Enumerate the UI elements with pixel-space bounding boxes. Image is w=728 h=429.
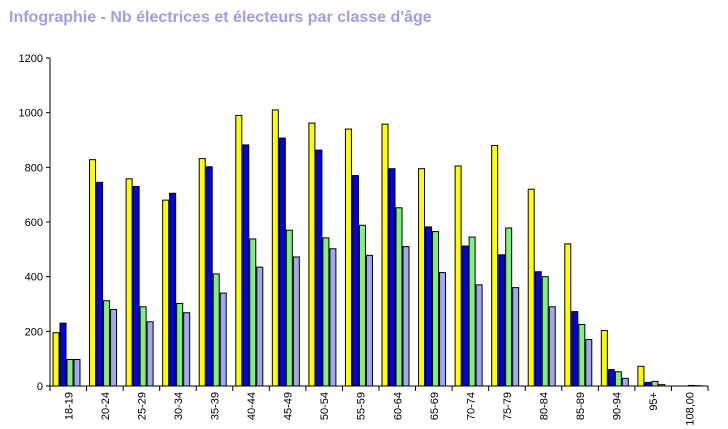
x-tick-label: 70-74 [465, 392, 477, 420]
bar-95+-series-3 [651, 380, 659, 387]
bar-95+-series-1 [637, 365, 645, 387]
bar-90-94-series-3 [614, 371, 622, 387]
bar-70-74-series-2 [461, 245, 469, 387]
bar-20-24-series-2 [96, 181, 104, 387]
bar-65-69-series-4 [439, 272, 447, 387]
y-tick-label: 0 [37, 381, 43, 393]
bar-80-84-series-4 [548, 306, 556, 387]
bar-50-54-series-1 [308, 122, 316, 387]
bar-80-84-series-3 [541, 276, 549, 387]
bar-18-19-series-3 [66, 358, 74, 387]
bars-layer [52, 109, 702, 387]
bar-85-89-series-4 [585, 339, 593, 387]
bar-45-49-series-1 [271, 109, 279, 387]
bar-90-94-series-1 [600, 330, 608, 387]
bar-40-44-series-1 [235, 114, 243, 387]
x-tick-label: 20-24 [100, 392, 112, 420]
bar-18-19-series-1 [52, 332, 60, 387]
x-tick-label: 40-44 [246, 392, 258, 420]
bar-60-64-series-1 [381, 123, 389, 387]
bar-75-79-series-3 [505, 227, 513, 387]
bar-35-39-series-4 [219, 292, 227, 387]
bar-45-49-series-4 [292, 256, 300, 387]
x-tick-label: 50-54 [319, 392, 331, 420]
bar-20-24-series-3 [103, 300, 111, 387]
bar-30-34-series-3 [176, 302, 184, 387]
bar-40-44-series-4 [256, 266, 264, 387]
bar-40-44-series-2 [242, 144, 250, 387]
bar-45-49-series-3 [285, 229, 293, 387]
y-tick-label: 600 [25, 217, 43, 229]
bar-25-29-series-2 [132, 185, 140, 387]
bar-30-34-series-1 [162, 199, 170, 387]
bar-50-54-series-2 [315, 149, 323, 387]
bar-85-89-series-1 [564, 243, 572, 387]
bar-45-49-series-2 [278, 137, 286, 387]
bar-50-54-series-3 [322, 237, 330, 387]
bar-18-19-series-2 [59, 322, 67, 387]
axes-layer [46, 57, 709, 391]
bar-55-59-series-4 [365, 254, 373, 387]
bar-75-79-series-1 [491, 144, 499, 387]
x-tick-label: 85-89 [575, 392, 587, 420]
bar-60-64-series-4 [402, 246, 410, 387]
y-tick-label: 200 [25, 326, 43, 338]
bar-50-54-series-4 [329, 248, 337, 387]
bar-95+-series-2 [644, 381, 652, 387]
x-tick-label: 65-69 [429, 392, 441, 420]
y-tick-label: 1000 [19, 108, 43, 120]
bar-85-89-series-2 [571, 311, 579, 387]
y-tick-label: 800 [25, 162, 43, 174]
bar-65-69-series-1 [418, 168, 426, 387]
bar-90-94-series-2 [607, 369, 615, 387]
bar-40-44-series-3 [249, 238, 257, 387]
bar-18-19-series-4 [73, 358, 81, 387]
bar-55-59-series-1 [344, 128, 352, 387]
bar-30-34-series-4 [183, 312, 191, 387]
bar-55-59-series-2 [351, 175, 359, 387]
y-tick-label: 1200 [19, 53, 43, 65]
x-tick-label: 95+ [648, 392, 660, 411]
bar-20-24-series-4 [110, 308, 118, 387]
x-tick-label: 60-64 [392, 392, 404, 420]
x-tick-label: 25-29 [136, 392, 148, 420]
bar-25-29-series-4 [146, 321, 154, 387]
labels-layer: 0 200 400 600 800 1000 1200 18-19 20-24 25-29 30-3… [19, 53, 697, 426]
bar-35-39-series-3 [212, 273, 220, 387]
x-tick-label: 45-49 [283, 392, 295, 420]
bar-80-84-series-1 [527, 188, 535, 387]
bar-30-34-series-2 [169, 192, 177, 387]
bar-60-64-series-3 [395, 207, 403, 387]
x-tick-label: 80-84 [539, 392, 551, 420]
bar-70-74-series-1 [454, 165, 462, 387]
bar-65-69-series-3 [432, 231, 440, 387]
bar-75-79-series-4 [512, 287, 520, 387]
chart-title: Infographie - Nb électrices et électeurs… [9, 9, 432, 26]
bar-70-74-series-3 [468, 236, 476, 387]
x-tick-label: 90-94 [612, 392, 624, 420]
bar-80-84-series-2 [534, 271, 542, 387]
bar-70-74-series-4 [475, 284, 483, 387]
x-tick-label: 108,00 [685, 392, 697, 426]
y-tick-label: 400 [25, 272, 43, 284]
bar-55-59-series-3 [358, 224, 366, 387]
bar-65-69-series-2 [425, 226, 433, 387]
bar-20-24-series-1 [89, 159, 97, 387]
bar-25-29-series-1 [125, 178, 133, 387]
bar-60-64-series-2 [388, 168, 396, 387]
bar-75-79-series-2 [498, 254, 506, 387]
x-tick-label: 75-79 [502, 392, 514, 420]
bar-85-89-series-3 [578, 324, 586, 387]
bar-25-29-series-3 [139, 306, 147, 387]
bar-90-94-series-4 [621, 377, 629, 387]
x-tick-label: 55-59 [356, 392, 368, 420]
bar-35-39-series-2 [205, 166, 213, 387]
x-tick-label: 35-39 [210, 392, 222, 420]
bar-35-39-series-1 [198, 158, 206, 387]
x-tick-label: 30-34 [173, 392, 185, 420]
x-tick-label: 18-19 [63, 392, 75, 420]
